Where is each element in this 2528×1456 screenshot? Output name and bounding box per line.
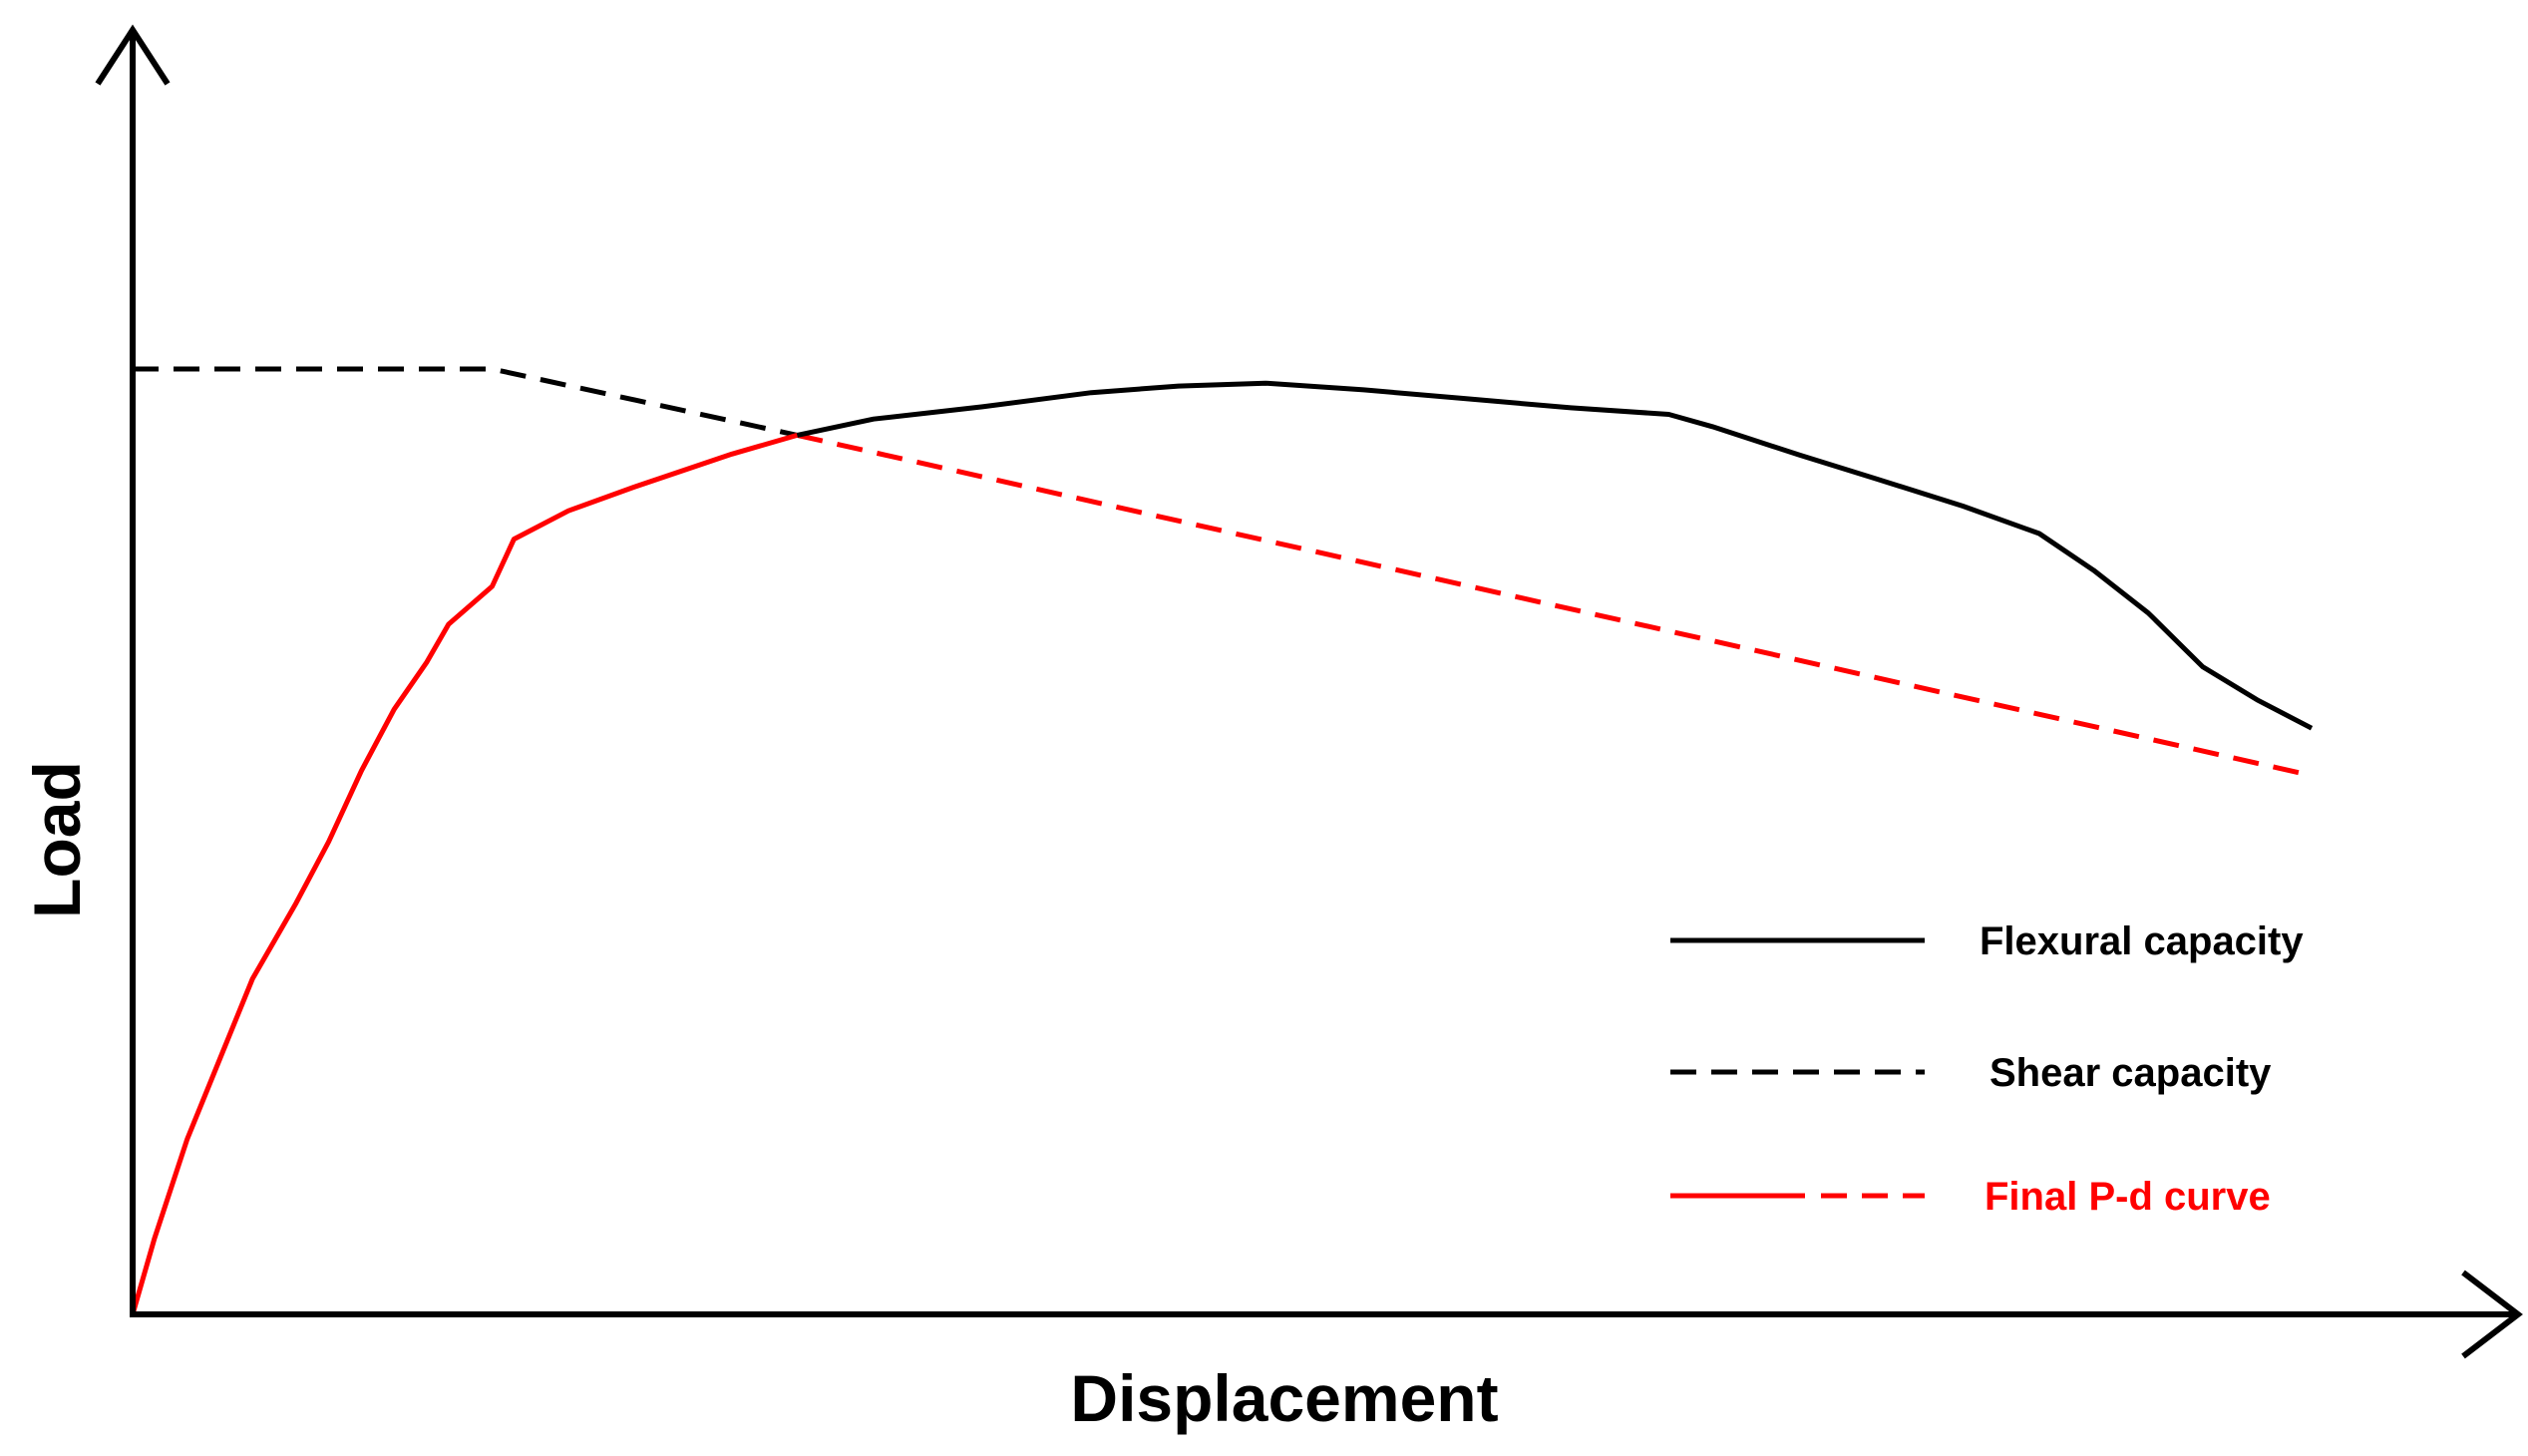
series-line-final-pd-dashed xyxy=(796,432,2313,779)
axes-layer xyxy=(95,24,2523,1359)
y-axis-arrowhead xyxy=(95,24,171,86)
legend: Flexural capacity Shear capacity Final P… xyxy=(1670,919,2304,1219)
series-line-shear-capacity xyxy=(133,366,798,438)
legend-label-flexural: Flexural capacity xyxy=(1980,919,2304,963)
x-axis-title: Displacement xyxy=(1070,1361,1498,1435)
y-axis-title: Load xyxy=(20,761,94,918)
x-axis-arrowhead xyxy=(2461,1270,2523,1359)
series-line-flexural-capacity xyxy=(796,380,2314,731)
legend-label-final: Final P-d curve xyxy=(1985,1175,2271,1219)
legend-item-flexural: Flexural capacity xyxy=(1670,919,2304,963)
legend-item-shear: Shear capacity xyxy=(1670,1051,2272,1095)
legend-item-final: Final P-d curve xyxy=(1670,1175,2271,1219)
legend-label-shear: Shear capacity xyxy=(1989,1051,2272,1095)
series-line-final-pd-solid xyxy=(130,432,799,1315)
curves-layer xyxy=(130,366,2314,1315)
